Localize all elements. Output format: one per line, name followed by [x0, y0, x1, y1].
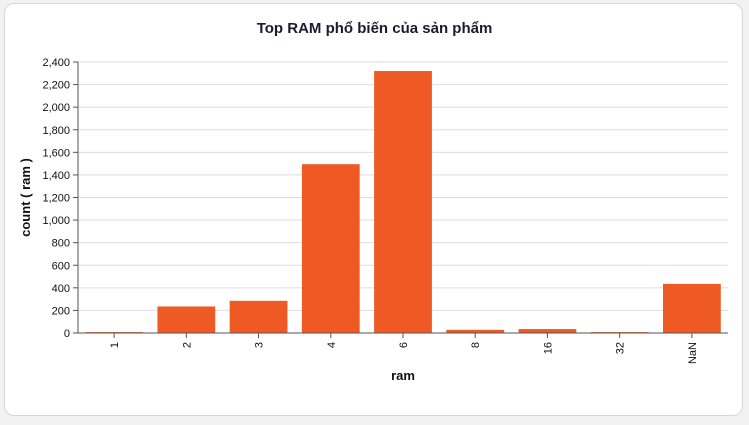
y-tick-label: 200: [52, 305, 70, 317]
y-axis-title: count ( ram ): [18, 158, 33, 237]
bar-NaN: [663, 283, 721, 333]
y-tick-label: 800: [52, 238, 70, 250]
bar-3: [229, 300, 288, 333]
bar-16: [518, 329, 577, 333]
bar-6: [374, 71, 432, 334]
x-tick-label: 2: [181, 342, 193, 348]
y-tick-label: 600: [52, 260, 70, 272]
y-tick-label: 1,000: [42, 215, 70, 227]
y-tick-label: 0: [64, 328, 70, 340]
x-tick-label: 1: [109, 342, 121, 348]
chart-title: Top RAM phổ biến của sản phẩm: [256, 20, 493, 37]
axes: [73, 61, 728, 338]
bar-8: [446, 329, 505, 333]
y-tick-labels: 0 200 400 600 800 1,000 1,200 1,400 1,600 1,800 2,…: [42, 57, 70, 340]
y-tick-label: 1,800: [42, 125, 70, 137]
x-tick-labels: 1 2 3 4 6 8 16 32 NaN: [109, 342, 699, 364]
y-tick-label: 2,200: [42, 80, 70, 92]
chart-card: [4, 3, 743, 416]
x-tick-label: 8: [470, 342, 482, 348]
y-tick-label: 2,000: [42, 102, 70, 114]
y-tick-label: 400: [52, 283, 70, 295]
y-tick-label: 1,200: [42, 193, 70, 205]
x-tick-label: 32: [615, 342, 627, 354]
x-tick-label: 16: [542, 342, 554, 354]
x-tick-label: NaN: [687, 342, 699, 364]
x-tick-label: 6: [398, 342, 410, 348]
bars: [85, 71, 721, 334]
x-tick-label: 3: [254, 342, 266, 348]
y-tick-label: 1,400: [42, 170, 70, 182]
y-tick-label: 2,400: [42, 57, 70, 69]
y-tick-label: 1,600: [42, 147, 70, 159]
bar-2: [157, 306, 216, 333]
bar-4: [301, 164, 360, 333]
x-axis-title: ram: [391, 368, 415, 383]
x-tick-label: 4: [326, 342, 338, 348]
